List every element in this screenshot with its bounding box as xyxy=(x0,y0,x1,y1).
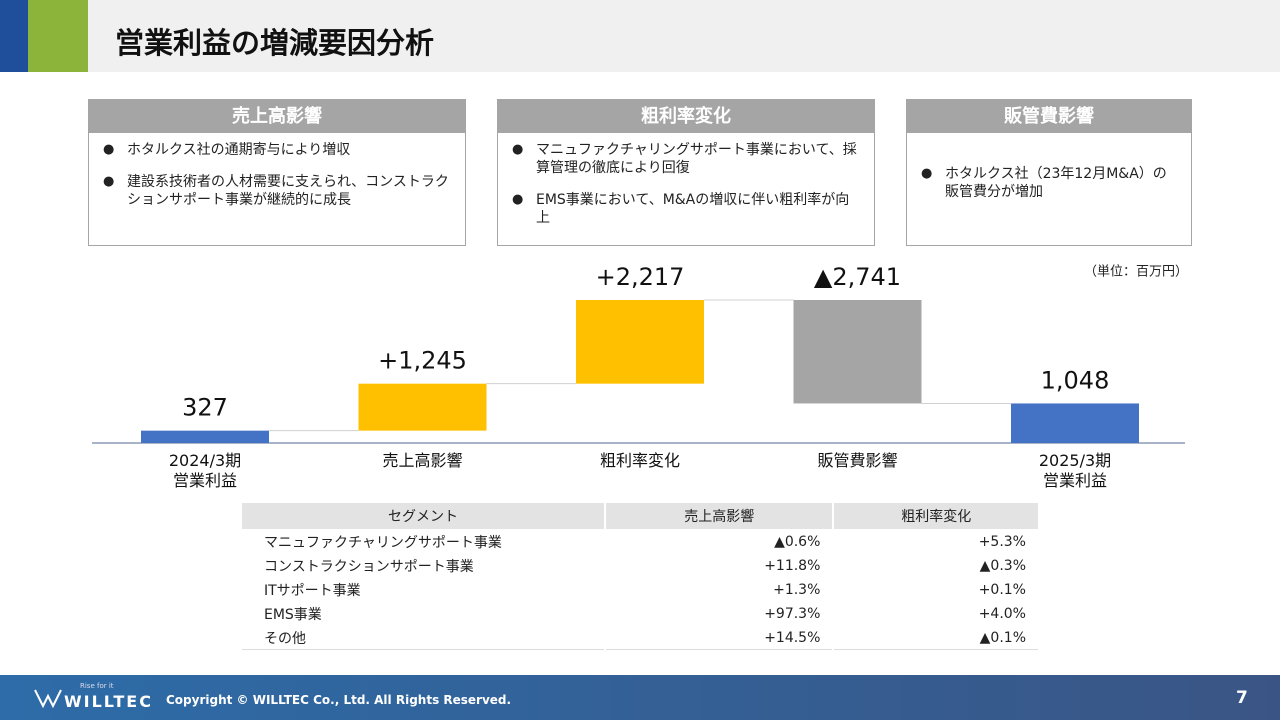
x-tick-label: 販管費影響 xyxy=(817,451,898,470)
column-header: 粗利率変化 xyxy=(832,501,1040,531)
unit-note: （単位：百万円） xyxy=(1084,264,1188,280)
bullet: 建設系技術者の人材需要に支えられ、コンストラクションサポート事業が継続的に成長 xyxy=(103,173,451,209)
data-label: +2,217 xyxy=(596,263,685,291)
segment-table: セグメント 売上高影響 粗利率変化 マニュファクチャリングサポート事業 ▲0.6% +5.… xyxy=(240,501,1040,650)
data-label: ▲2,741 xyxy=(814,263,901,291)
bar xyxy=(358,383,487,431)
panel-title: 販管費影響 xyxy=(907,100,1191,133)
table-row: マニュファクチャリングサポート事業 ▲0.6% +5.3% xyxy=(240,529,1040,555)
bar xyxy=(1011,403,1139,443)
table-cell: +1.3% xyxy=(603,577,835,603)
bullet: ホタルクス社の通期寄与により増収 xyxy=(103,141,451,159)
page-number: 7 xyxy=(1236,688,1248,708)
panel-body: ホタルクス社（23年12月M&A）の販管費分が増加 xyxy=(907,133,1191,201)
bullet: マニュファクチャリングサポート事業において、採算管理の徹底により回復 xyxy=(512,141,860,177)
column-header: セグメント xyxy=(240,501,606,531)
table-cell: EMS事業 xyxy=(240,601,606,627)
table-cell: ▲0.1% xyxy=(832,625,1040,650)
table-cell: その他 xyxy=(240,625,606,650)
info-panel: 販管費影響ホタルクス社（23年12月M&A）の販管費分が増加 xyxy=(906,99,1192,246)
table-row: コンストラクションサポート事業 +11.8% ▲0.3% xyxy=(240,553,1040,579)
info-panel: 粗利率変化マニュファクチャリングサポート事業において、採算管理の徹底により回復 E… xyxy=(497,99,875,246)
logo-icon xyxy=(34,689,62,708)
table-cell: マニュファクチャリングサポート事業 xyxy=(240,529,606,555)
table-cell: ▲0.6% xyxy=(603,529,835,555)
header-bar xyxy=(0,0,1280,72)
bar xyxy=(576,300,704,384)
tagline: Rise for it xyxy=(80,682,114,690)
footer xyxy=(0,675,1280,720)
x-tick-label: 粗利率変化 xyxy=(599,451,680,470)
data-label: 1,048 xyxy=(1041,366,1110,394)
table-row: その他 +14.5% ▲0.1% xyxy=(240,625,1040,650)
table-cell: +14.5% xyxy=(603,625,835,650)
x-tick-label: 2024/3期 営業利益 xyxy=(168,451,242,490)
bar xyxy=(793,300,922,404)
table-cell: +5.3% xyxy=(832,529,1040,555)
panel-title: 粗利率変化 xyxy=(498,100,874,133)
logo: WILLTEC xyxy=(64,692,153,711)
data-label: +1,245 xyxy=(378,347,467,375)
copyright: Copyright © WILLTEC Co., Ltd. All Rights… xyxy=(166,693,512,707)
data-label: 327 xyxy=(182,394,228,422)
header-row: セグメント 売上高影響 粗利率変化 xyxy=(240,501,1040,531)
table-row: ITサポート事業 +1.3% +0.1% xyxy=(240,577,1040,603)
panel-body: マニュファクチャリングサポート事業において、採算管理の徹底により回復 EMS事業に… xyxy=(498,133,874,227)
table-row: EMS事業 +97.3% +4.0% xyxy=(240,601,1040,627)
table-cell: コンストラクションサポート事業 xyxy=(240,553,606,579)
slide-title: 営業利益の増減要因分析 xyxy=(115,26,435,60)
panel-title: 売上高影響 xyxy=(89,100,465,133)
x-tick-label: 売上高影響 xyxy=(382,451,463,470)
bar xyxy=(141,430,269,443)
bullet: ホタルクス社（23年12月M&A）の販管費分が増加 xyxy=(921,165,1177,201)
header-accent xyxy=(28,0,88,72)
header-accent xyxy=(0,0,28,72)
table-cell: +0.1% xyxy=(832,577,1040,603)
table-cell: +4.0% xyxy=(832,601,1040,627)
table-cell: ▲0.3% xyxy=(832,553,1040,579)
table-cell: ITサポート事業 xyxy=(240,577,606,603)
info-panel: 売上高影響ホタルクス社の通期寄与により増収建設系技術者の人材需要に支えられ、コン… xyxy=(88,99,466,246)
table-cell: +97.3% xyxy=(603,601,835,627)
table-cell: +11.8% xyxy=(603,553,835,579)
column-header: 売上高影響 xyxy=(603,501,835,531)
x-tick-label: 2025/3期 営業利益 xyxy=(1038,451,1112,490)
panel-body: ホタルクス社の通期寄与により増収建設系技術者の人材需要に支えられ、コンストラクシ… xyxy=(89,133,465,209)
bullet: EMS事業において、M&Aの増収に伴い粗利率が向上 xyxy=(512,191,860,227)
